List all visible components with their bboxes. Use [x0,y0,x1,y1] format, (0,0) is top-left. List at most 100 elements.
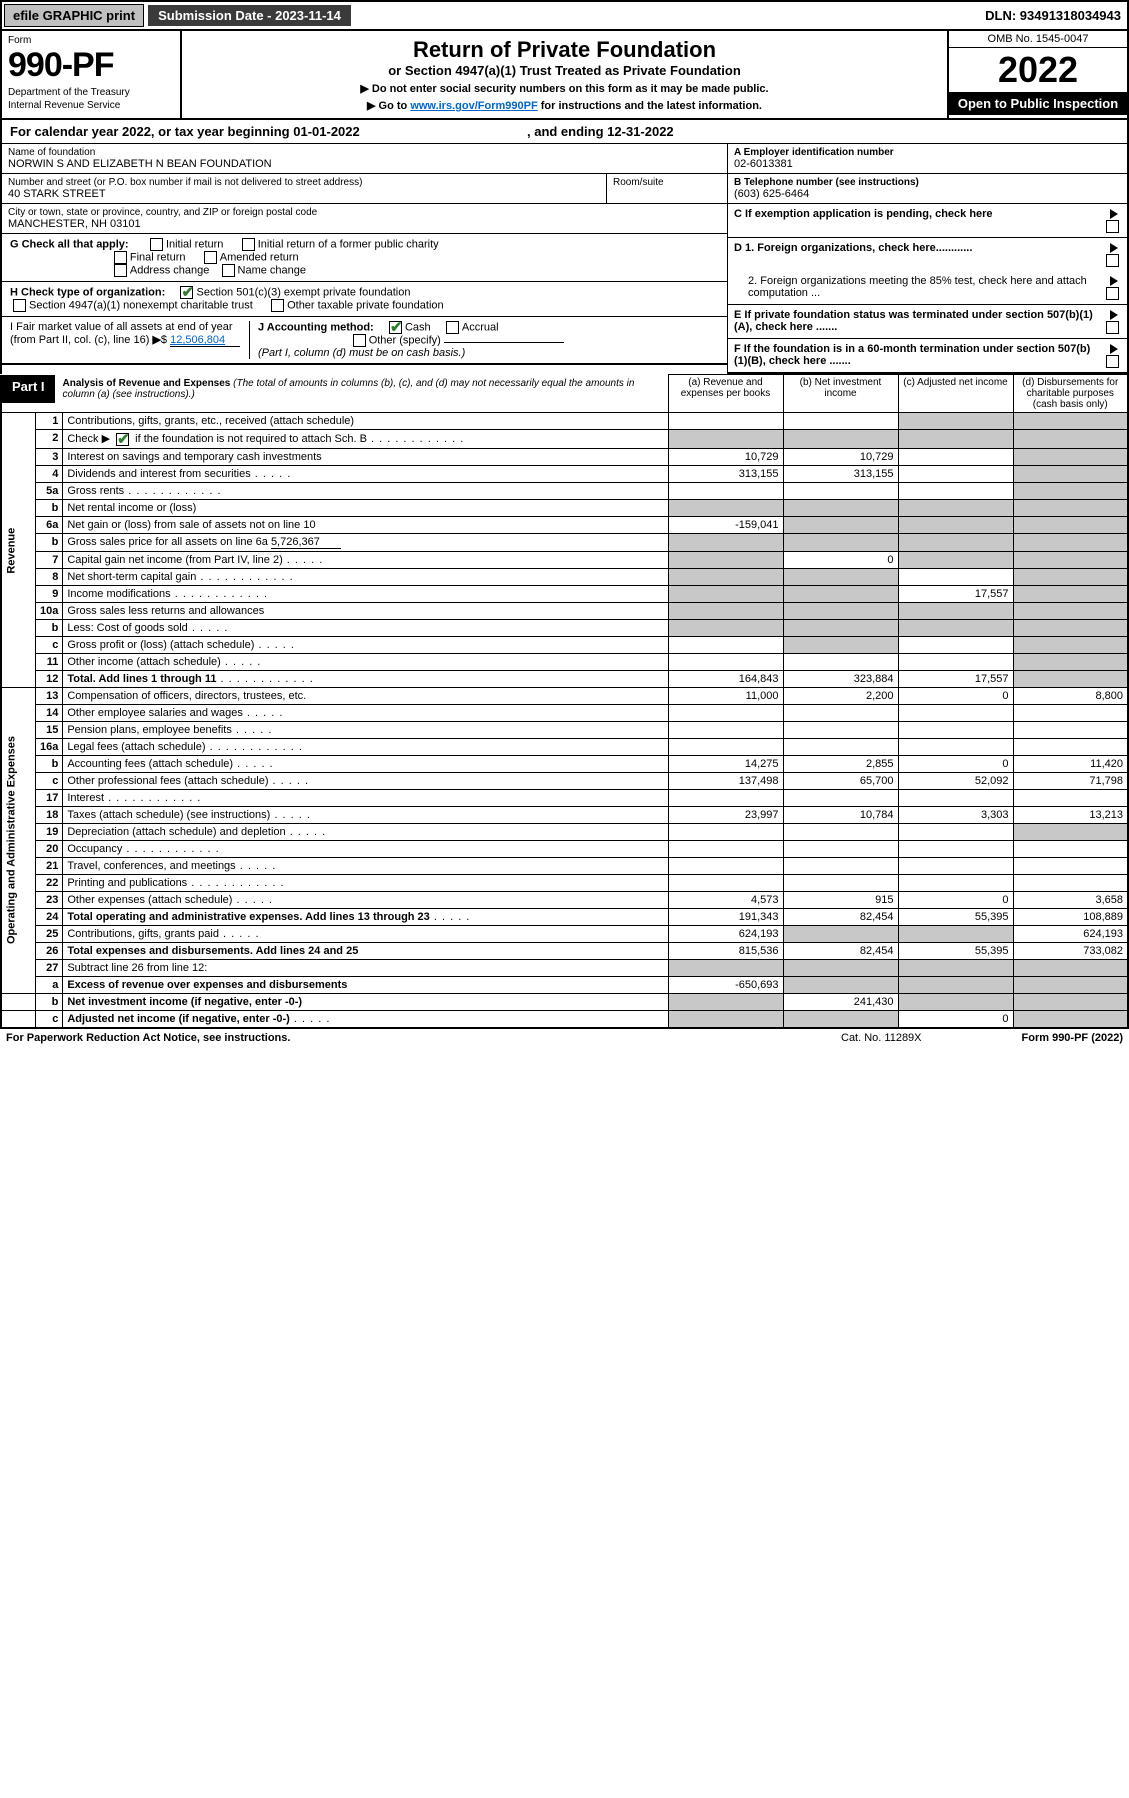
name-label: Name of foundation [8,147,721,158]
row-11: 11Other income (attach schedule) [1,653,1128,670]
row-27: 27Subtract line 26 from line 12: [1,959,1128,976]
l23-b: 915 [783,891,898,908]
l9-d: Income modifications [67,588,170,600]
chk-initial-former[interactable] [242,238,255,251]
footer-cat: Cat. No. 11289X [841,1032,922,1044]
block-e: E If private foundation status was termi… [728,305,1127,339]
omb-number: OMB No. 1545-0047 [949,31,1127,48]
opt-initial: Initial return [166,238,223,250]
part1-table: Part I Analysis of Revenue and Expenses … [0,374,1129,1029]
line-27a-desc: Excess of revenue over expenses and disb… [63,976,668,993]
fmv-link[interactable]: 12,506,804 [170,334,240,347]
line-1-desc: Contributions, gifts, grants, etc., rece… [63,413,668,430]
chk-501c3[interactable] [180,286,193,299]
l2-post: if the foundation is not required to att… [132,433,367,445]
phone-value: (603) 625-6464 [734,188,809,200]
l11-d: Other income (attach schedule) [67,656,220,668]
city-cell: City or town, state or province, country… [2,204,727,234]
row-14: 14Other employee salaries and wages [1,704,1128,721]
col-a-header: (a) Revenue and expenses per books [668,375,783,413]
a-label: A Employer identification number [734,147,894,158]
instructions-link[interactable]: www.irs.gov/Form990PF [410,100,537,112]
chk-other-method[interactable] [353,334,366,347]
l12-c: 17,557 [898,670,1013,687]
line-25-desc: Contributions, gifts, grants paid [63,925,668,942]
l6b-val: 5,726,367 [271,536,341,549]
info-right: A Employer identification number 02-6013… [727,144,1127,374]
chk-schb[interactable] [116,433,129,446]
line-11-desc: Other income (attach schedule) [63,653,668,670]
submission-date: Submission Date - 2023-11-14 [148,5,351,26]
opt-final: Final return [130,251,186,263]
l16a-d: Legal fees (attach schedule) [67,741,205,753]
chk-accrual[interactable] [446,321,459,334]
row-13: Operating and Administrative Expenses 13… [1,687,1128,704]
row-22: 22Printing and publications [1,874,1128,891]
row-5b: bNet rental income or (loss) [1,499,1128,516]
line-5a-desc: Gross rents [63,482,668,499]
g-label: G Check all that apply: [10,238,129,250]
phone-cell: B Telephone number (see instructions) (6… [728,174,1127,204]
chk-amended[interactable] [204,251,217,264]
chk-d2[interactable] [1106,287,1119,300]
opt-name-change: Name change [238,264,307,276]
line-22-desc: Printing and publications [63,874,668,891]
row-1: Revenue 1Contributions, gifts, grants, e… [1,413,1128,430]
chk-e[interactable] [1106,321,1119,334]
l25-d: Contributions, gifts, grants paid [67,928,219,940]
row-12: 12Total. Add lines 1 through 11164,84332… [1,670,1128,687]
line-27b-desc: Net investment income (if negative, ente… [63,993,668,1010]
page-footer: For Paperwork Reduction Act Notice, see … [0,1029,1129,1047]
other-specify-line [444,342,564,343]
chk-d1[interactable] [1106,254,1119,267]
chk-name-change[interactable] [222,264,235,277]
ein-cell: A Employer identification number 02-6013… [728,144,1127,174]
irs-label: Internal Revenue Service [8,100,174,111]
line-13-desc: Compensation of officers, directors, tru… [63,687,668,704]
line-9-desc: Income modifications [63,585,668,602]
l3-a: 10,729 [668,448,783,465]
l18-dd: 13,213 [1013,806,1128,823]
chk-address-change[interactable] [114,264,127,277]
line-27-desc: Subtract line 26 from line 12: [63,959,668,976]
l7-b: 0 [783,551,898,568]
row-24: 24Total operating and administrative exp… [1,908,1128,925]
efile-print-button[interactable]: efile GRAPHIC print [4,4,144,27]
row-23: 23Other expenses (attach schedule)4,5739… [1,891,1128,908]
chk-4947[interactable] [13,299,26,312]
ssn-warning: ▶ Do not enter social security numbers o… [192,82,937,95]
arrow-icon: ▶ [152,334,160,346]
row-20: 20Occupancy [1,840,1128,857]
row-9: 9Income modifications17,557 [1,585,1128,602]
chk-f[interactable] [1106,355,1119,368]
entity-info: Name of foundation NORWIN S AND ELIZABET… [0,144,1129,374]
line-17-desc: Interest [63,789,668,806]
l3-b: 10,729 [783,448,898,465]
l18-c: 3,303 [898,806,1013,823]
l24-d: Total operating and administrative expen… [67,911,429,923]
row-16a: 16aLegal fees (attach schedule) [1,738,1128,755]
header-right: OMB No. 1545-0047 2022 Open to Public In… [947,31,1127,118]
row-10b: bLess: Cost of goods sold [1,619,1128,636]
line-12-desc: Total. Add lines 1 through 11 [63,670,668,687]
chk-cash[interactable] [389,321,402,334]
block-f: F If the foundation is in a 60-month ter… [728,339,1127,374]
l24-c: 55,395 [898,908,1013,925]
l7-d: Capital gain net income (from Part IV, l… [67,554,282,566]
foundation-name: NORWIN S AND ELIZABETH N BEAN FOUNDATION [8,158,721,170]
l14-d: Other employee salaries and wages [67,707,242,719]
d1-text: D 1. Foreign organizations, check here..… [734,242,972,254]
line-21-desc: Travel, conferences, and meetings [63,857,668,874]
l16c-dd: 71,798 [1013,772,1128,789]
l16c-b: 65,700 [783,772,898,789]
chk-initial-return[interactable] [150,238,163,251]
j-label: J Accounting method: [258,321,374,333]
row-25: 25Contributions, gifts, grants paid624,1… [1,925,1128,942]
line-16b-desc: Accounting fees (attach schedule) [63,755,668,772]
l13-b: 2,200 [783,687,898,704]
chk-final-return[interactable] [114,251,127,264]
l15-d: Pension plans, employee benefits [67,724,232,736]
chk-c[interactable] [1106,220,1119,233]
chk-other-taxable[interactable] [271,299,284,312]
block-i: I Fair market value of all assets at end… [10,321,250,359]
